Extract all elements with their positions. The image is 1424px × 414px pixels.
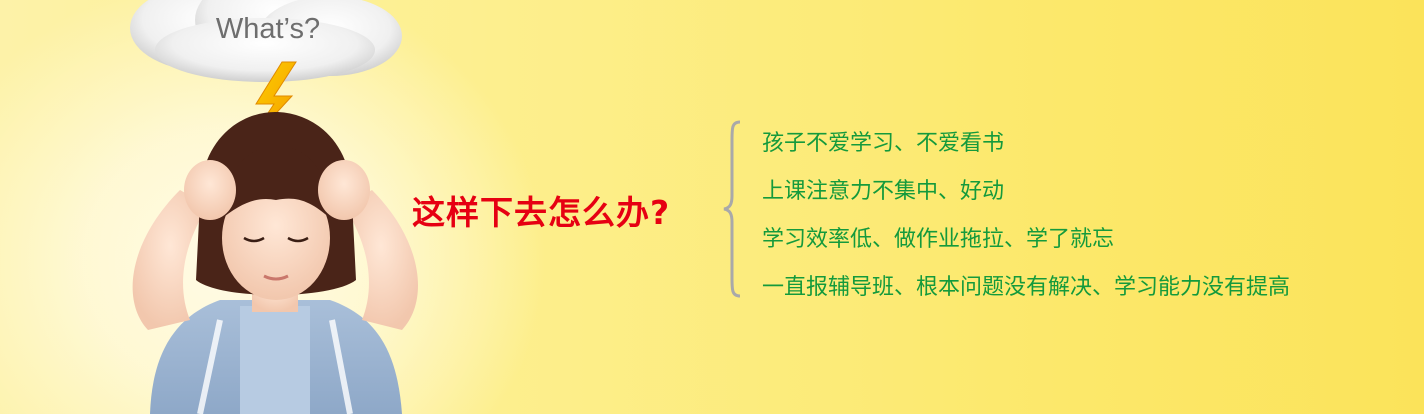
problem-item: 孩子不爱学习、不爱看书 <box>762 131 1005 156</box>
cloud-text: What’s? <box>216 13 320 45</box>
headline-question: 这样下去怎么办? <box>412 193 671 232</box>
right-hand <box>318 160 370 220</box>
problem-item: 学习效率低、做作业拖拉、学了就忘 <box>762 227 1115 252</box>
curly-bracket <box>723 120 741 298</box>
problem-item: 上课注意力不集中、好动 <box>762 179 1005 204</box>
left-arm <box>132 190 208 330</box>
worried-girl-illustration: What’s? <box>130 0 418 414</box>
left-hand <box>184 160 236 220</box>
problem-list: 孩子不爱学习、不爱看书 上课注意力不集中、好动 学习效率低、做作业拖拉、学了就忘… <box>762 120 1290 312</box>
thought-cloud: What’s? <box>130 0 402 82</box>
right-arm <box>344 190 418 330</box>
problem-item: 一直报辅导班、根本问题没有解决、学习能力没有提高 <box>762 275 1291 300</box>
